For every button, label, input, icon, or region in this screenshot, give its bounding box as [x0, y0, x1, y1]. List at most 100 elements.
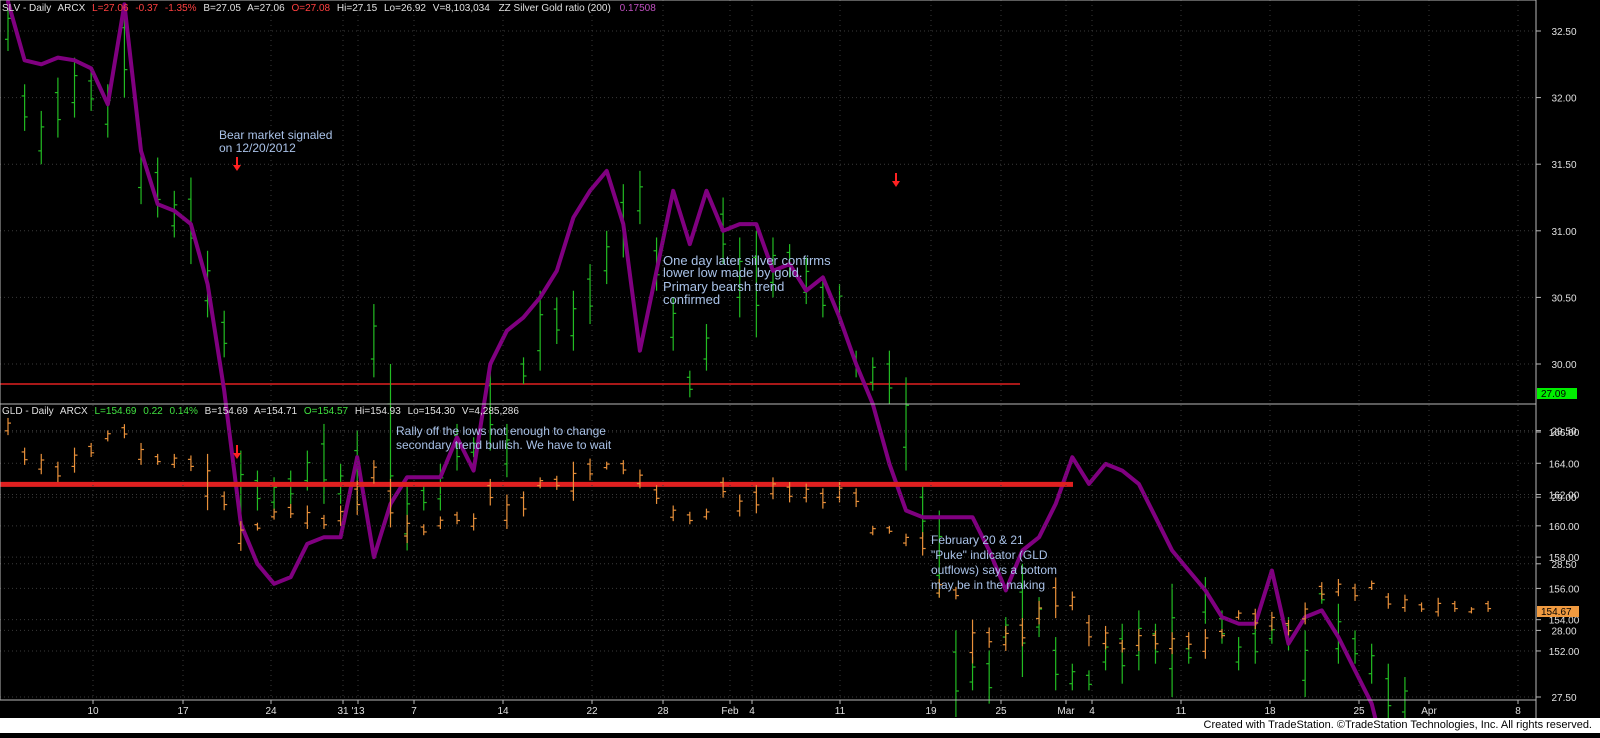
upper-tick-label: 32.00 [1551, 94, 1576, 105]
ratio-line [6, 0, 1383, 738]
footer-bar [0, 718, 1600, 733]
gld-bar [304, 505, 311, 529]
annotation-line: secondary trend bullish. We have to wait [396, 438, 612, 452]
gld-bar [1019, 618, 1026, 647]
gld-bar [171, 453, 178, 468]
gld-bar [803, 483, 810, 503]
lower-pct: 0.14% [170, 406, 198, 417]
annotation-line: "Puke" indicator (GLD [931, 548, 1048, 562]
slv-bar [171, 190, 178, 238]
footer-created: Created with TradeStation. [1203, 719, 1334, 731]
slv-bar [71, 57, 78, 118]
lower-tick-label: 166.00 [1549, 428, 1580, 439]
slv-bar [5, 4, 11, 51]
x-tick-label: 4 [1089, 706, 1095, 717]
upper-tick-label: 29.50 [1551, 427, 1576, 438]
slv-bar [919, 483, 926, 538]
gld-bar [254, 522, 261, 531]
x-tick-label: 25 [1353, 706, 1365, 717]
ratio-line-layer [6, 0, 1383, 738]
lower-last: L=154.69 [95, 406, 137, 417]
gld-bar [1218, 629, 1225, 639]
gld-bar [370, 460, 377, 484]
lower-tick-label: 152.00 [1549, 647, 1580, 658]
x-tick-label: Feb [721, 706, 739, 717]
gld-bar [1152, 630, 1159, 650]
slv-bar [1385, 663, 1392, 724]
gld-bar [886, 525, 893, 534]
upper-last: L=27.06 [92, 3, 129, 14]
upper-high: Hi=27.15 [337, 3, 378, 14]
gld-bar [1036, 600, 1043, 625]
x-tick-label: 19 [925, 706, 937, 717]
upper-tick-label: 29.00 [1551, 493, 1576, 504]
slv-last-value-tag: 27.09 [1537, 388, 1577, 400]
slv-last-value: 27.09 [1541, 389, 1566, 400]
gld-bar [603, 461, 610, 470]
gld-bar [1119, 640, 1126, 653]
lower-tick-label: 154.00 [1549, 616, 1580, 627]
gld-bar [454, 511, 461, 525]
annotation-line: Primary bearsh trend [663, 279, 784, 294]
upper-price-axis: 32.50 32.00 31.50 31.00 30.50 30.00 29.50 29.00… [1536, 27, 1577, 704]
slv-bar [819, 277, 826, 318]
gld-bar [1252, 608, 1259, 630]
lower-symbol: GLD - Daily [2, 406, 54, 417]
gld-bar [1335, 579, 1342, 597]
annotation-line: One day later siilver confirms [663, 253, 831, 268]
gld-bar [1385, 593, 1392, 609]
slv-bar [703, 324, 710, 371]
gld-bar [819, 488, 826, 509]
x-tick-label: 17 [177, 706, 189, 717]
gld-bar [720, 477, 727, 498]
gld-last-value-tag: 154.67 [1537, 606, 1579, 618]
gld-bar [88, 442, 95, 458]
lower-header: GLD - Daily ARCX L=154.69 0.22 0.14% B=1… [2, 406, 519, 417]
x-tick-label: 31 [337, 706, 349, 717]
gld-bar [703, 508, 710, 520]
annotation-rally: Rally off the lows not enough to change … [396, 424, 612, 452]
x-tick-label: Apr [1421, 706, 1437, 717]
gld-bar [1418, 602, 1425, 612]
gld-bar [553, 475, 560, 490]
slv-bar [254, 470, 261, 511]
slv-bar [869, 357, 876, 391]
gld-bar [853, 488, 860, 508]
slv-bar [636, 170, 643, 225]
annotation-line: outflows) says a bottom [931, 563, 1057, 577]
gld-bar [736, 494, 743, 517]
slv-bar [886, 350, 893, 404]
footer-copyright: ©TradeStation Technologies, Inc. All rig… [1336, 719, 1592, 731]
gld-bar [1235, 610, 1242, 620]
gld-bar [337, 505, 344, 526]
annotation-line: Rally off the lows not enough to change [396, 424, 606, 438]
upper-volume: V=8,103,034 [433, 3, 490, 14]
lower-tick-label: 164.00 [1549, 459, 1580, 470]
gld-bar [520, 491, 527, 517]
annotation-line: February 20 & 21 [931, 533, 1024, 547]
gld-bar [271, 508, 278, 520]
gld-bar [1485, 600, 1492, 612]
slv-bar [553, 297, 560, 345]
slv-bar [570, 290, 577, 351]
slv-bar [1085, 670, 1092, 691]
upper-open: O=27.08 [291, 3, 330, 14]
gld-bar [1135, 629, 1142, 651]
gld-last-value: 154.67 [1541, 607, 1572, 618]
lower-tick-label: 156.00 [1549, 584, 1580, 595]
upper-tick-label: 28.50 [1551, 560, 1576, 571]
gld-bar [104, 430, 111, 442]
gld-bar [986, 627, 993, 648]
x-tick-label: 4 [749, 706, 755, 717]
x-tick-label: 28 [657, 706, 669, 717]
gld-bar [1352, 583, 1359, 601]
gld-bar [1085, 614, 1092, 647]
down-arrow-icon [233, 157, 241, 171]
gld-bar [287, 503, 294, 519]
gld-bar [952, 586, 959, 600]
gld-bar [653, 485, 660, 504]
upper-tick-label: 27.50 [1551, 693, 1576, 704]
upper-grid [0, 30, 1536, 698]
